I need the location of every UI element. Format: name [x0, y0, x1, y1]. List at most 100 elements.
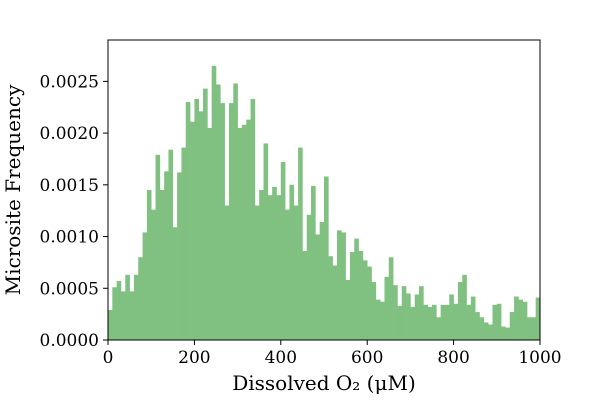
histogram-bar — [488, 324, 493, 340]
histogram-bar — [272, 186, 277, 340]
y-tick-label: 0.0000 — [40, 331, 99, 351]
x-tick-label: 200 — [178, 348, 210, 368]
histogram-bar — [501, 326, 506, 340]
histogram-bar — [388, 257, 394, 340]
histogram-bar — [280, 162, 286, 340]
x-tick-label: 600 — [351, 348, 383, 368]
plot-frame — [107, 39, 541, 341]
histogram-bar — [375, 299, 381, 340]
histogram-bar — [427, 306, 433, 340]
histogram-bar — [246, 119, 251, 340]
histogram-bar — [462, 274, 467, 340]
histogram-bar — [449, 294, 454, 340]
histogram-bar — [198, 111, 204, 340]
histogram-bar — [453, 303, 459, 340]
histogram-bar — [306, 214, 312, 340]
histogram-bar — [164, 171, 169, 340]
x-axis: 0 200 400 600 800 1000 — [103, 340, 562, 368]
histogram-bar — [112, 287, 117, 340]
histogram-bar — [479, 317, 485, 340]
histogram-bar — [496, 303, 502, 340]
y-tick-label: 0.0005 — [40, 279, 99, 299]
histogram-bar — [203, 88, 208, 341]
histogram-bar — [367, 266, 372, 340]
histogram-bar — [324, 176, 329, 340]
histogram-bar — [354, 238, 359, 340]
histogram-bar — [384, 276, 390, 340]
x-tick-label: 800 — [437, 348, 469, 368]
histogram-bar — [414, 294, 420, 340]
histogram-bar — [151, 209, 156, 340]
histogram-bar — [228, 103, 234, 340]
histogram-bar — [293, 205, 299, 340]
histogram-bar — [224, 205, 230, 340]
histogram-bar — [505, 327, 511, 340]
histogram-bar — [406, 293, 411, 340]
histogram-bar — [298, 147, 303, 340]
histogram-bar — [328, 256, 333, 340]
histogram-bar — [419, 286, 424, 340]
histogram-bar — [397, 305, 403, 340]
histogram-bar — [285, 209, 290, 340]
histogram-bar — [241, 124, 247, 340]
histogram-bar — [133, 274, 139, 340]
histogram-bar — [514, 296, 519, 340]
x-tick-label: 0 — [103, 348, 114, 368]
histogram-bar — [436, 317, 441, 340]
histogram-bar — [358, 251, 364, 340]
histogram-bar — [289, 184, 295, 340]
histogram-bar — [159, 190, 165, 340]
histogram-bar — [220, 103, 225, 340]
y-tick-label: 0.0015 — [40, 176, 99, 196]
histogram-bar — [129, 291, 135, 340]
histogram-bar — [181, 147, 187, 340]
histogram-bar — [531, 317, 536, 340]
histogram-bar — [125, 274, 130, 340]
histogram-bar — [108, 310, 113, 340]
histogram-bar — [276, 195, 282, 340]
histogram-bar — [440, 304, 446, 340]
y-axis-title: Microsite Frequency — [1, 84, 25, 295]
histogram-bar — [518, 299, 524, 340]
histogram-bar — [432, 304, 437, 340]
histogram-bar — [475, 312, 480, 340]
histogram-bar — [185, 102, 191, 340]
histogram-bar — [259, 190, 264, 340]
histogram-bar — [470, 296, 476, 340]
histogram-bar — [138, 257, 143, 340]
histogram-bar — [341, 232, 346, 340]
histogram-bar — [142, 232, 148, 340]
histogram-bar — [146, 190, 152, 340]
histogram-bar — [190, 121, 195, 340]
histogram-bar — [116, 281, 122, 340]
histogram-bar — [457, 282, 463, 340]
histogram-bar — [254, 205, 260, 340]
histogram-bar — [362, 260, 368, 340]
histogram-bar — [410, 306, 416, 340]
histogram-bar — [319, 222, 325, 340]
histogram-bar — [444, 304, 450, 340]
histogram-bar — [336, 230, 342, 340]
histogram-bar — [483, 322, 489, 340]
histogram-bar — [527, 317, 532, 340]
histogram-bar — [168, 149, 174, 340]
histogram-bar — [380, 301, 385, 340]
x-axis-title: Dissolved O₂ (μM) — [232, 371, 416, 395]
y-tick-label: 0.0010 — [40, 228, 99, 248]
histogram-bar — [120, 291, 126, 340]
histogram-bar — [250, 98, 256, 340]
histogram-bar — [237, 127, 243, 341]
histogram-bar — [315, 234, 320, 340]
histogram-bar — [311, 185, 316, 340]
histogram-bar — [267, 195, 273, 340]
y-tick-label: 0.0025 — [40, 72, 99, 92]
histogram-bar — [216, 84, 221, 340]
histogram-bar — [522, 301, 528, 340]
histogram-bar — [233, 83, 238, 340]
histogram-bar — [492, 304, 498, 340]
histogram-bar — [177, 172, 182, 340]
y-tick-label: 0.0020 — [40, 124, 99, 144]
histogram-bar — [207, 127, 212, 341]
histogram-bar — [211, 65, 217, 341]
